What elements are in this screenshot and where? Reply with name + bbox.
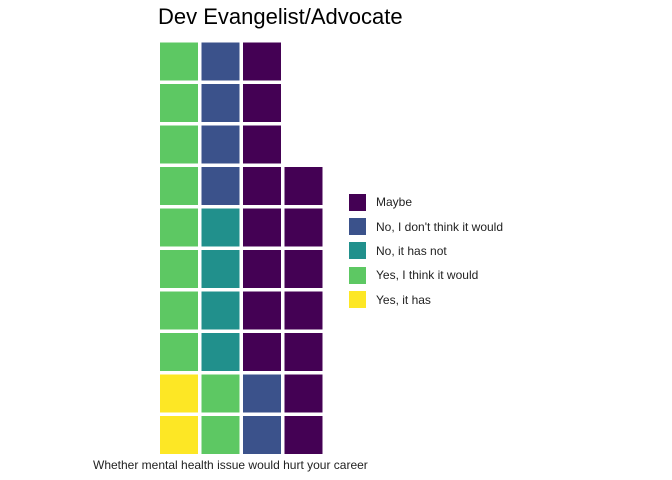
waffle-square [243,333,281,371]
waffle-square [201,374,240,413]
waffle-square [243,250,281,288]
legend-swatch-no-dont-think [349,218,366,236]
waffle-square [160,208,198,247]
waffle-square [284,167,323,205]
waffle-square [160,333,198,371]
chart-title: Dev Evangelist/Advocate [158,4,403,29]
waffle-square [201,84,240,122]
waffle-square [243,416,281,454]
legend: Maybe No, I don't think it would No, it … [349,190,503,312]
legend-swatch-yes-has [349,291,366,309]
legend-label-no-has-not: No, it has not [376,243,447,258]
legend-item-no-dont-think: No, I don't think it would [349,214,503,238]
waffle-square [160,84,198,122]
waffle-square [201,208,240,247]
legend-swatch-maybe [349,193,366,211]
waffle-square [284,208,323,247]
waffle-square [284,333,323,371]
legend-swatch-no-has-not [349,242,366,260]
legend-label-maybe: Maybe [376,195,413,210]
legend-label-yes-think: Yes, I think it would [376,268,479,283]
legend-label-yes-has: Yes, it has [376,292,431,307]
legend-label-no-dont-think: No, I don't think it would [376,219,504,234]
waffle-square [201,291,240,330]
waffle-square [243,167,281,205]
waffle-square [243,291,281,330]
waffle-square [201,125,240,164]
waffle-square [201,42,240,81]
waffle-square [201,167,240,205]
legend-item-no-has-not: No, it has not [349,239,503,263]
waffle-square [284,291,323,330]
waffle-square [160,167,198,205]
legend-item-yes-think: Yes, I think it would [349,263,503,287]
waffle-square [243,125,281,164]
waffle-square [201,250,240,288]
legend-item-yes-has: Yes, it has [349,288,503,312]
waffle-square [201,333,240,371]
waffle-square [243,208,281,247]
waffle-square [284,416,323,454]
waffle-square [243,84,281,122]
legend-swatch-yes-think [349,266,366,284]
waffle-square [284,250,323,288]
legend-item-maybe: Maybe [349,190,503,214]
waffle-square [243,42,281,81]
waffle-square [243,374,281,413]
x-axis-caption: Whether mental health issue would hurt y… [93,458,368,472]
waffle-square [160,250,198,288]
waffle-square [284,374,323,413]
waffle-square [201,416,240,454]
waffle-square [160,291,198,330]
waffle-square [160,416,198,454]
waffle-square [160,125,198,164]
waffle-square [160,374,198,413]
waffle-square [160,42,198,81]
